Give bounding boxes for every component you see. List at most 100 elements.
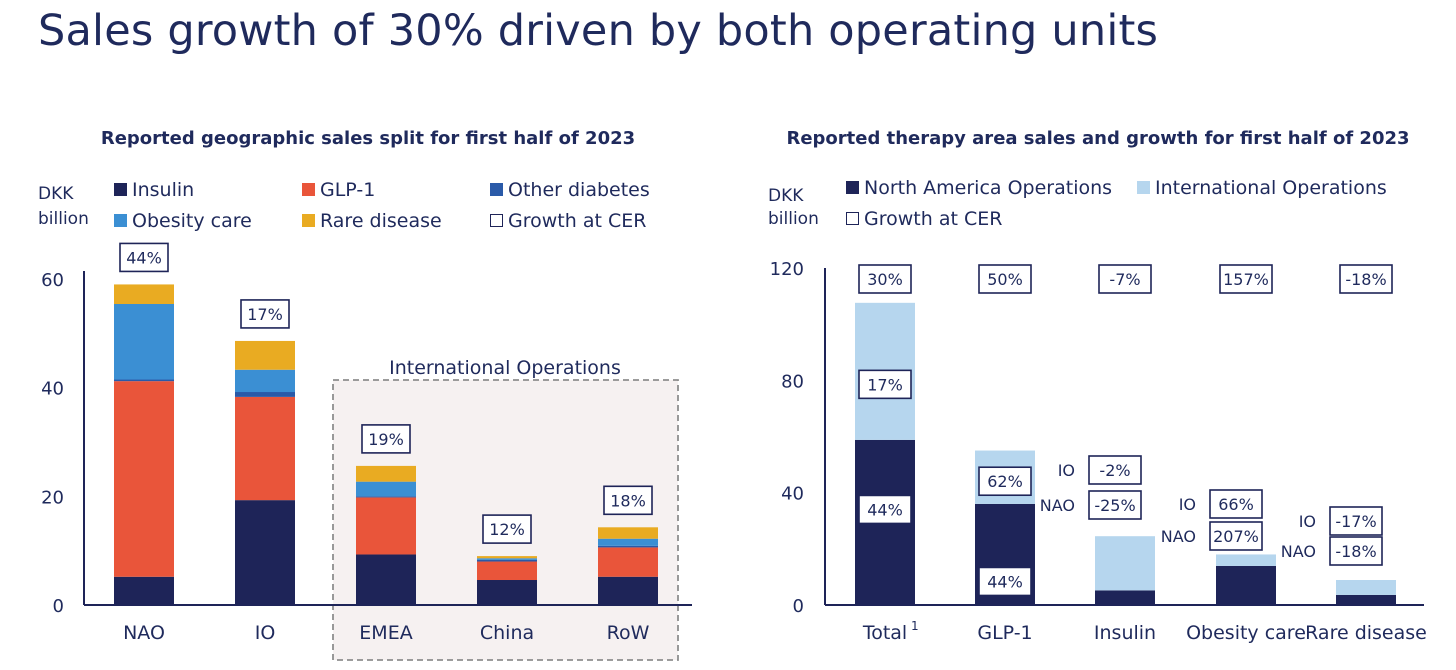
right-bar-insulin-north-america-operations <box>1095 590 1155 605</box>
left-legend-swatch-other-diabetes <box>490 183 503 196</box>
right-chart-title: Reported therapy area sales and growth f… <box>786 128 1409 149</box>
right-ytick-80: 80 <box>781 371 804 392</box>
left-xtick-nao: NAO <box>123 622 165 644</box>
right-inbar-nao-total: 44% <box>867 500 903 519</box>
left-bar-china-rare-disease <box>477 556 537 559</box>
left-bar-io-rare-disease <box>235 340 295 370</box>
left-ytick-20: 20 <box>41 487 64 508</box>
left-growth-row: 18% <box>610 491 646 510</box>
left-legend-glp-1: GLP-1 <box>320 179 375 201</box>
right-bar-obesity-care-international-operations <box>1216 554 1276 566</box>
right-growth-total-box <box>858 264 912 294</box>
left-bar-emea-other-diabetes <box>356 496 416 498</box>
left-bar-row-other-diabetes <box>598 545 658 548</box>
left-bar-row-insulin <box>598 576 658 605</box>
left-bar-china-insulin <box>477 580 537 605</box>
right-growth-rare-disease-box <box>1339 264 1393 294</box>
right-side-nao-obesity-care: 207% <box>1213 527 1259 546</box>
right-xtick-rare-disease: Rare disease <box>1305 622 1427 644</box>
left-legend-insulin: Insulin <box>132 179 194 201</box>
right-ytick-0: 0 <box>793 596 804 617</box>
right-xtick-obesity-care: Obesity care <box>1186 622 1306 644</box>
right-legend-international-operations: International Operations <box>1155 177 1387 199</box>
left-growth-row-box <box>603 485 653 516</box>
left-bar-nao-insulin <box>114 576 174 605</box>
right-xtick-total: Total <box>862 622 907 644</box>
right-side-io-rare-disease-box <box>1329 506 1383 536</box>
left-legend-growth-at-cer: Growth at CER <box>508 210 646 232</box>
right-xtick-glp-1: GLP-1 <box>977 622 1032 644</box>
right-inbar-nao-glp-1: 44% <box>987 572 1023 591</box>
left-bar-china-other-diabetes <box>477 559 537 562</box>
left-bar-nao-obesity-care <box>114 303 174 380</box>
left-bar-io-other-diabetes <box>235 392 295 397</box>
right-growth-glp-1-box <box>978 264 1032 294</box>
right-side-nao-label-obesity-care: NAO <box>1161 527 1196 546</box>
left-ytick-0: 0 <box>53 596 64 617</box>
right-growth-glp-1: 50% <box>987 270 1023 289</box>
page-title: Sales growth of 30% driven by both opera… <box>38 6 1159 56</box>
right-inbar-io-glp-1: 62% <box>987 472 1023 491</box>
right-side-io-label-insulin: IO <box>1058 461 1075 480</box>
right-side-io-label-obesity-care: IO <box>1179 495 1196 514</box>
right-legend-growth-at-cer: Growth at CER <box>864 208 1002 230</box>
left-growth-nao: 44% <box>126 248 162 267</box>
right-side-io-insulin-box <box>1088 455 1142 485</box>
left-chart-title: Reported geographic sales split for firs… <box>101 128 635 149</box>
left-bar-io-glp-1 <box>235 396 295 501</box>
left-ytick-40: 40 <box>41 379 64 400</box>
right-xtick-total-superscript: 1 <box>911 619 919 633</box>
right-side-io-insulin: -2% <box>1099 461 1130 480</box>
left-legend-obesity-care: Obesity care <box>132 210 252 232</box>
left-bar-emea-glp-1 <box>356 497 416 555</box>
right-chart: North America Operations International Op… <box>770 177 1427 644</box>
left-growth-nao-box <box>119 242 169 273</box>
right-ytick-40: 40 <box>781 484 804 505</box>
left-growth-io-box <box>240 299 290 329</box>
left-chart: International Operations Insulin GLP-1 Othe… <box>41 179 692 661</box>
left-legend-swatch-glp-1 <box>302 183 315 196</box>
left-bar-nao-rare-disease <box>114 284 174 304</box>
left-bar-emea-obesity-care <box>356 481 416 497</box>
io-group-label: International Operations <box>389 357 621 379</box>
right-side-nao-label-rare-disease: NAO <box>1281 542 1316 561</box>
right-side-io-obesity-care: 66% <box>1218 495 1254 514</box>
left-bar-nao-glp-1 <box>114 381 174 577</box>
left-legend-other-diabetes: Other diabetes <box>508 179 650 201</box>
right-inbar-io-total: 17% <box>867 375 903 394</box>
left-bar-china-glp-1 <box>477 561 537 581</box>
left-xtick-row: RoW <box>607 622 650 644</box>
left-bar-emea-insulin <box>356 554 416 605</box>
right-side-nao-obesity-care-box <box>1209 521 1263 551</box>
right-growth-rare-disease: -18% <box>1345 270 1386 289</box>
left-bar-row-glp-1 <box>598 547 658 577</box>
right-side-nao-insulin-box <box>1088 490 1142 520</box>
left-bar-emea-rare-disease <box>356 465 416 482</box>
right-growth-total: 30% <box>867 270 903 289</box>
right-side-io-label-rare-disease: IO <box>1299 512 1316 531</box>
right-inbar-nao-total-box <box>858 494 912 525</box>
left-ytick-60: 60 <box>41 270 64 291</box>
right-side-io-obesity-care-box <box>1209 489 1263 519</box>
left-legend-swatch-insulin <box>114 183 127 196</box>
left-growth-io: 17% <box>247 305 283 324</box>
right-bar-rare-disease-north-america-operations <box>1336 594 1396 605</box>
left-growth-china: 12% <box>489 520 525 539</box>
left-legend-swatch-obesity-care <box>114 214 127 227</box>
right-inbar-nao-glp-1-box <box>978 566 1032 597</box>
right-bar-insulin-international-operations <box>1095 536 1155 591</box>
right-legend-swatch-growth-at-cer <box>846 212 859 225</box>
right-side-nao-insulin: -25% <box>1094 496 1135 515</box>
right-side-nao-label-insulin: NAO <box>1040 496 1075 515</box>
right-growth-obesity-care: 157% <box>1223 270 1269 289</box>
right-legend-swatch-north-america-operations <box>846 181 859 194</box>
right-inbar-io-glp-1-box <box>978 466 1032 497</box>
right-bar-obesity-care-north-america-operations <box>1216 565 1276 605</box>
left-bar-row-obesity-care <box>598 538 658 546</box>
left-bar-row-rare-disease <box>598 527 658 539</box>
left-bar-china-obesity-care <box>477 558 537 560</box>
left-xtick-china: China <box>480 622 534 644</box>
right-side-io-rare-disease: -17% <box>1335 512 1376 531</box>
right-side-nao-rare-disease-box <box>1329 536 1383 566</box>
